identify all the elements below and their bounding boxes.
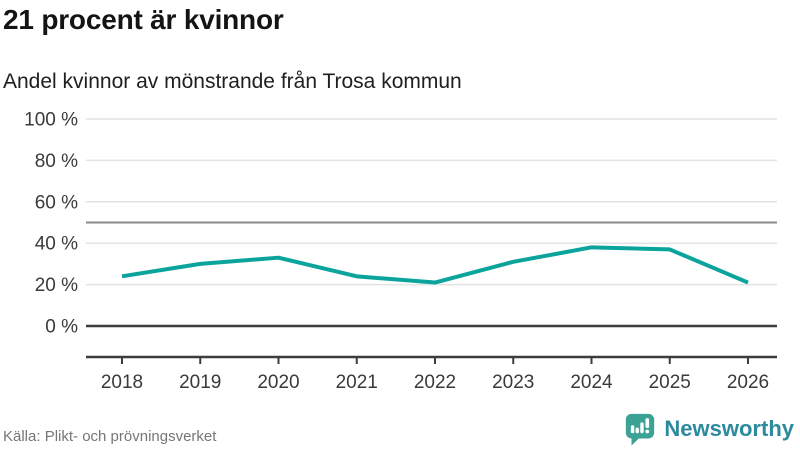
y-tick-label: 40 % [35,234,78,255]
y-tick-label: 80 % [35,151,78,172]
x-tick-label: 2019 [179,372,221,393]
newsworthy-logo-text: Newsworthy [664,416,794,441]
x-tick-label: 2025 [649,372,691,393]
y-tick-label: 20 % [35,275,78,296]
newsworthy-logo: Newsworthy [623,411,794,447]
x-tick-label: 2024 [570,372,613,393]
x-tick-label: 2026 [727,372,769,393]
y-tick-label: 0 % [45,317,78,338]
source-note: Källa: Plikt- och prövningsverket [3,428,217,445]
x-tick-label: 2023 [492,372,534,393]
x-tick-label: 2022 [414,372,456,393]
x-tick-label: 2020 [257,372,299,393]
newsworthy-logo-icon [626,413,655,446]
x-tick-label: 2021 [336,372,378,393]
y-tick-label: 60 % [35,192,78,213]
page-title: 21 procent är kvinnor [3,4,284,35]
x-tick-label: 2018 [101,372,143,393]
y-tick-label: 100 % [24,110,78,131]
data-line [121,245,749,285]
chart-subtitle: Andel kvinnor av mönstrande från Trosa k… [3,70,462,93]
